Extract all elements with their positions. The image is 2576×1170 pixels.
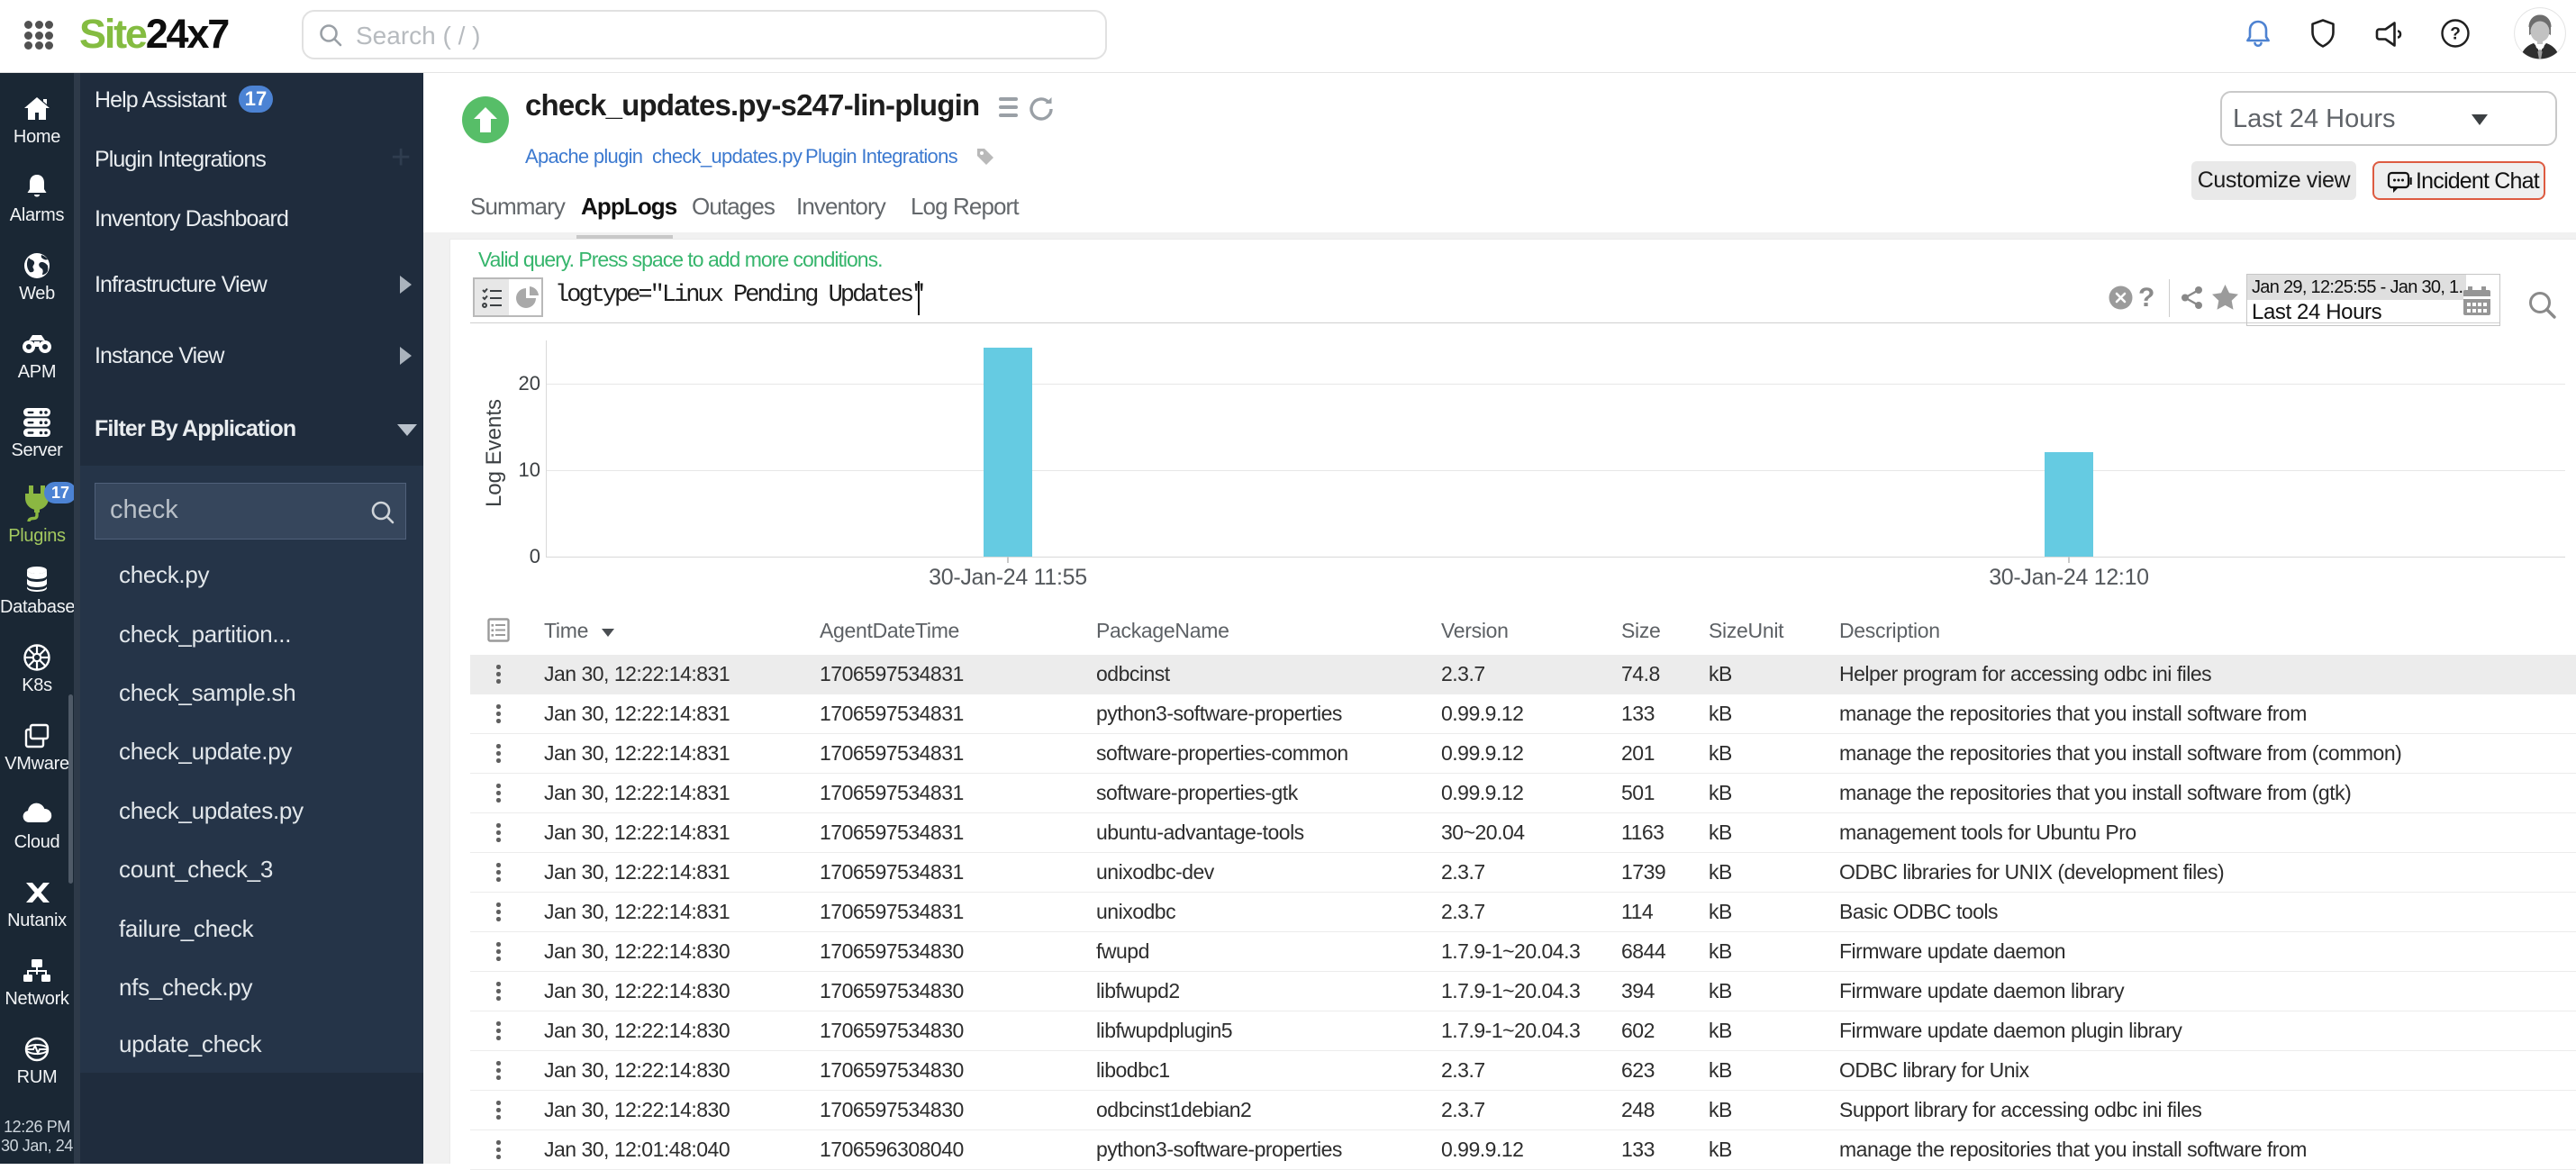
svg-text:?: ?	[2450, 25, 2461, 44]
